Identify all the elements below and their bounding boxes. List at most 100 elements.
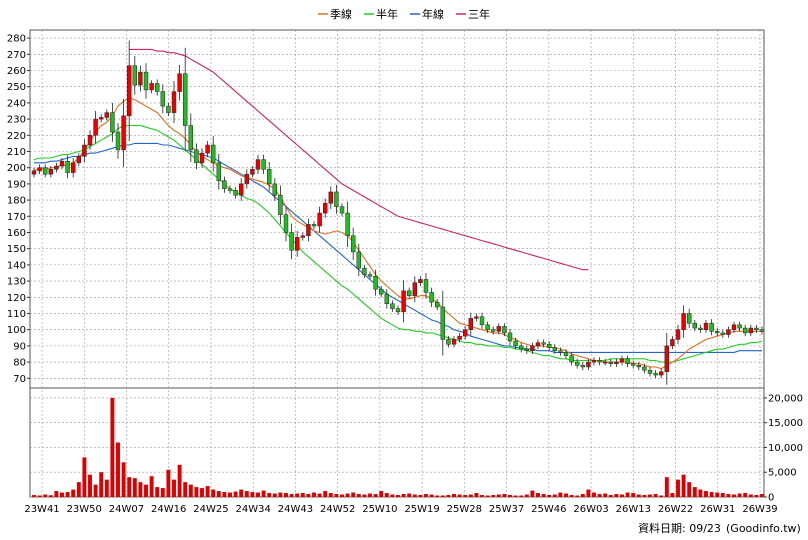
candle-body-37 <box>238 183 244 196</box>
volume-bar-32 <box>211 489 216 497</box>
candle-body-1 <box>37 167 42 172</box>
volume-bar-63 <box>384 493 389 497</box>
volume-bar-36 <box>233 491 238 497</box>
volume-bar-125 <box>732 494 736 497</box>
candle-body-7 <box>70 162 76 173</box>
volume-tick-label-0: 0 <box>768 493 774 504</box>
volume-bar-48 <box>300 493 305 497</box>
volume-bar-105 <box>620 494 624 497</box>
volume-bar-122 <box>715 492 720 497</box>
candle-body-127 <box>742 327 748 334</box>
volume-bar-107 <box>631 493 636 497</box>
volume-bar-50 <box>312 492 316 497</box>
volume-bar-60 <box>368 493 372 497</box>
volume-bar-3 <box>48 495 53 497</box>
candle-body-55 <box>339 206 345 214</box>
candle-body-34 <box>222 180 227 190</box>
price-tick-label-150: 150 <box>7 244 26 255</box>
volume-bar-68 <box>412 494 417 497</box>
volume-bar-123 <box>720 493 725 497</box>
price-tick-label-240: 240 <box>7 98 26 109</box>
candle-body-16 <box>121 115 126 151</box>
candle-body-28 <box>188 125 194 151</box>
volume-bar-81 <box>485 495 490 497</box>
volume-bar-18 <box>132 478 137 497</box>
legend: 季線 半年 年線 三年 <box>318 7 490 21</box>
volume-bar-76 <box>457 494 462 497</box>
volume-bar-58 <box>356 494 361 497</box>
volume-bar-10 <box>88 474 92 497</box>
volume-bar-96 <box>569 495 574 497</box>
candle-body-42 <box>266 169 272 185</box>
candle-body-101 <box>597 360 602 363</box>
volume-bar-104 <box>614 494 619 497</box>
candle-body-125 <box>731 324 737 330</box>
volume-bar-20 <box>144 484 148 497</box>
volume-bar-114 <box>670 493 675 497</box>
price-tick-label-70: 70 <box>13 374 26 385</box>
volume-bar-33 <box>216 491 221 497</box>
candle-body-78 <box>468 318 474 330</box>
candle-body-46 <box>289 232 294 251</box>
volume-bar-22 <box>155 487 160 497</box>
candle-body-102 <box>602 361 608 364</box>
candle-body-97 <box>574 361 580 366</box>
candle-body-110 <box>647 369 653 374</box>
volume-bar-115 <box>676 479 680 497</box>
volume-bar-86 <box>513 495 518 497</box>
volume-bar-8 <box>76 482 81 497</box>
candle-body-113 <box>664 345 670 373</box>
candle-body-52 <box>322 203 328 214</box>
x-tick-label-24W25: 24W25 <box>193 504 228 515</box>
volume-bar-7 <box>71 489 76 497</box>
ma-half-line <box>33 125 763 363</box>
volume-bar-113 <box>664 477 669 497</box>
candle-body-25 <box>171 91 177 113</box>
volume-bar-80 <box>480 495 484 497</box>
volume-bar-69 <box>418 495 423 497</box>
price-tick-label-130: 130 <box>7 277 26 288</box>
volume-bar-14 <box>110 397 115 497</box>
candle-body-30 <box>199 152 205 164</box>
volume-bar-126 <box>737 493 742 497</box>
x-tick-label-24W43: 24W43 <box>278 504 313 515</box>
candle-body-38 <box>244 173 250 185</box>
candle-body-98 <box>580 365 586 368</box>
candle-body-26 <box>177 73 182 92</box>
price-tick-label-170: 170 <box>7 212 26 223</box>
candle-body-5 <box>59 160 65 167</box>
volume-bar-118 <box>692 487 697 497</box>
volume-bar-37 <box>239 489 244 497</box>
ma-quarter-line <box>33 97 762 370</box>
candle-body-8 <box>76 156 82 164</box>
volume-bar-79 <box>474 493 479 497</box>
candle-body-126 <box>737 324 742 329</box>
volume-bar-120 <box>704 491 708 497</box>
volume-bar-25 <box>172 479 176 497</box>
price-tick-label-90: 90 <box>13 341 26 352</box>
volume-bar-35 <box>228 492 232 497</box>
candle-body-14 <box>110 112 115 133</box>
candle-body-31 <box>205 144 210 154</box>
candle-body-50 <box>311 224 317 227</box>
volume-bar-91 <box>541 494 546 497</box>
candle-body-129 <box>754 327 759 330</box>
candle-body-39 <box>250 169 255 175</box>
price-tick-label-80: 80 <box>13 358 26 369</box>
volume-bar-44 <box>278 492 283 497</box>
price-tick-label-270: 270 <box>7 50 26 61</box>
volume-bar-45 <box>284 493 288 497</box>
candle-body-9 <box>82 144 87 157</box>
candle-body-60 <box>367 274 373 277</box>
volume-bar-116 <box>681 474 686 497</box>
x-tick-label-25W46: 25W46 <box>531 504 566 515</box>
candle-body-4 <box>54 165 59 170</box>
plot-frame <box>29 29 765 498</box>
volume-bar-98 <box>580 494 585 497</box>
candle-body-86 <box>513 340 518 347</box>
candle-body-107 <box>630 363 636 366</box>
x-tick-label-26W31: 26W31 <box>700 504 735 515</box>
volume-bar-56 <box>345 493 350 497</box>
candle-body-21 <box>149 83 154 91</box>
